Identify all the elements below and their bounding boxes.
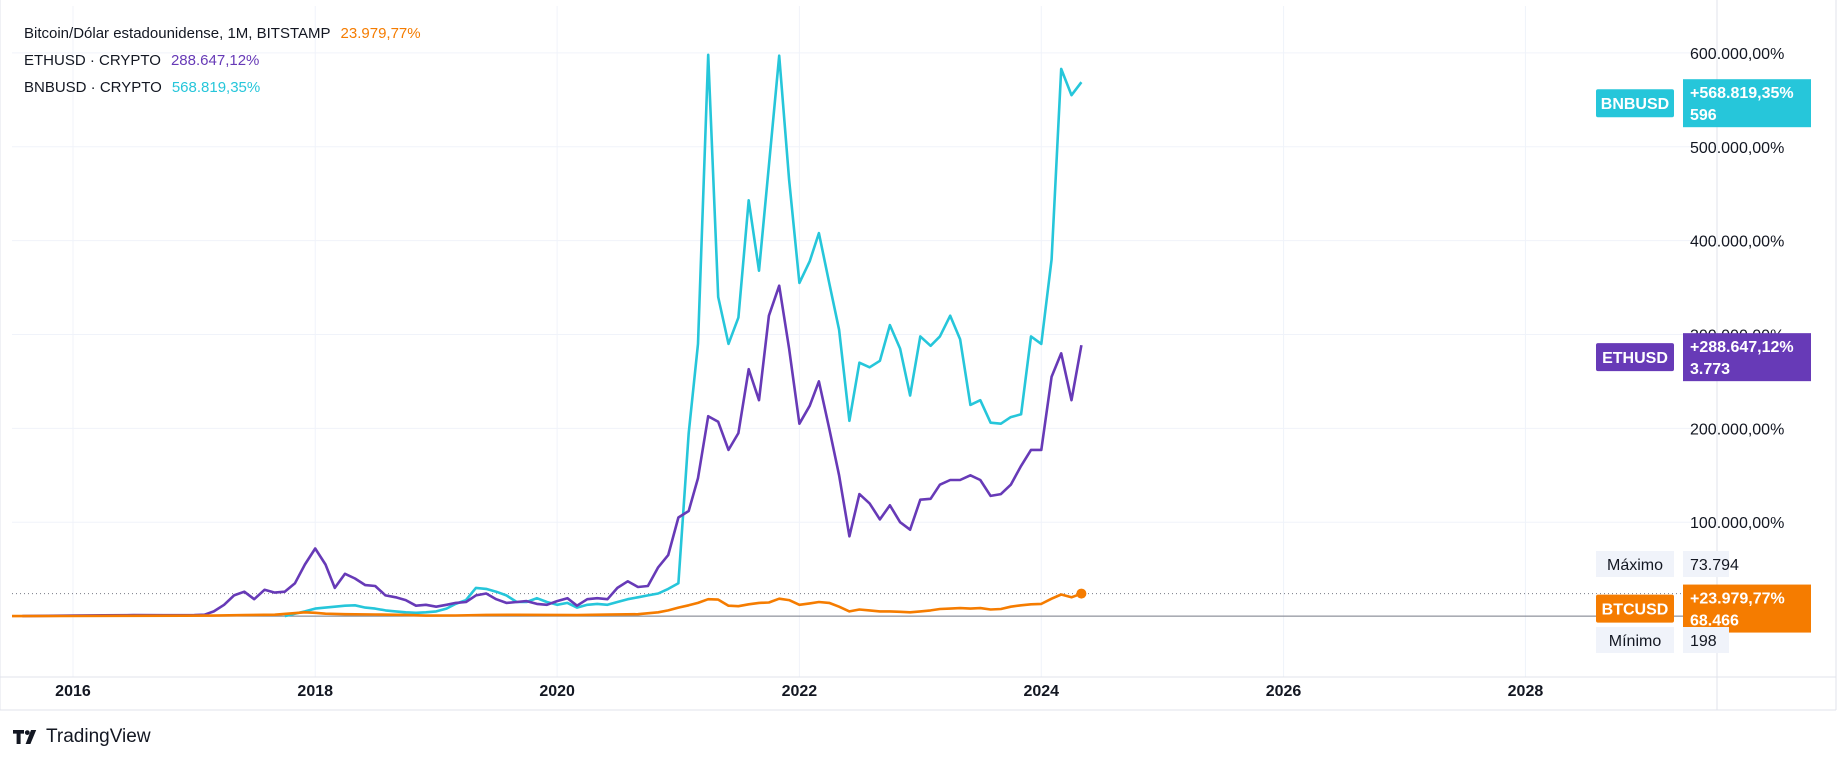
legend-value: 288.647,12% bbox=[170, 52, 260, 69]
series-line-eth bbox=[22, 284, 1083, 618]
min-box-label: Mínimo bbox=[1609, 633, 1662, 650]
price-tag-bnb[interactable]: BNBUSD +568.819,35% 596 bbox=[1596, 79, 1811, 128]
series-line-btc bbox=[11, 592, 1082, 618]
price-tag-symbol-box bbox=[1596, 89, 1674, 118]
price-tag-change: +23.979,77% bbox=[1690, 591, 1785, 608]
y-tick-label: 400.000,00% bbox=[1690, 234, 1784, 251]
legend-row-bnb[interactable]: BNBUSD · CRYPTO 568.819,35% bbox=[24, 74, 421, 101]
x-tick-label: 2024 bbox=[1023, 683, 1059, 700]
legend-name: ETHUSD · CRYPTO bbox=[24, 52, 161, 69]
min-box-value-box bbox=[1683, 627, 1729, 653]
x-tick-label: 2022 bbox=[782, 683, 818, 700]
legend-row-btc[interactable]: Bitcoin/Dólar estadounidense, 1M, BITSTA… bbox=[24, 20, 421, 47]
price-tag-eth[interactable]: ETHUSD +288.647,12% 3.773 bbox=[1596, 333, 1811, 382]
y-tick-label: 500.000,00% bbox=[1690, 140, 1784, 157]
legend-value: 23.979,77% bbox=[340, 25, 421, 42]
price-tag-change: +568.819,35% bbox=[1690, 85, 1794, 102]
price-tag-symbol: BNBUSD bbox=[1601, 96, 1669, 113]
tradingview-brand[interactable]: TradingView bbox=[12, 726, 151, 748]
price-tag-symbol-box bbox=[1596, 343, 1674, 372]
max-box-label: Máximo bbox=[1607, 557, 1663, 574]
x-tick-label: 2016 bbox=[55, 683, 91, 700]
last-value-dot bbox=[1076, 588, 1087, 599]
x-axis: 2016 2018 2020 2022 2024 2026 2028 bbox=[55, 683, 1543, 700]
x-tick-label: 2026 bbox=[1266, 683, 1302, 700]
max-box: Máximo 73.794 bbox=[1596, 551, 1739, 577]
max-box-value-box bbox=[1683, 551, 1729, 577]
price-tags: BNBUSD +568.819,35% 596 ETHUSD +288.647,12% 3… bbox=[1596, 79, 1811, 653]
price-tag-symbol-box bbox=[1596, 594, 1674, 623]
legend-row-eth[interactable]: ETHUSD · CRYPTO 288.647,12% bbox=[24, 47, 421, 74]
legend-value: 568.819,35% bbox=[171, 79, 261, 96]
x-tick-label: 2028 bbox=[1508, 683, 1544, 700]
tradingview-logo-icon bbox=[13, 730, 37, 744]
min-box-label-box bbox=[1596, 627, 1674, 653]
last-value-markers bbox=[1076, 588, 1087, 599]
price-tag-price: 596 bbox=[1690, 107, 1717, 124]
legend: Bitcoin/Dólar estadounidense, 1M, BITSTA… bbox=[24, 20, 421, 101]
price-tag-value-box bbox=[1683, 333, 1811, 382]
grid bbox=[12, 6, 1717, 677]
y-tick-label: 200.000,00% bbox=[1690, 421, 1784, 438]
price-tag-symbol: ETHUSD bbox=[1602, 350, 1668, 367]
price-tag-value-box bbox=[1683, 79, 1811, 128]
price-tag-symbol: BTCUSD bbox=[1602, 602, 1669, 619]
min-box-value: 198 bbox=[1690, 633, 1717, 650]
legend-name: Bitcoin/Dólar estadounidense, 1M, BITSTA… bbox=[24, 25, 331, 42]
price-tag-price: 68.466 bbox=[1690, 613, 1739, 630]
price-tag-price: 3.773 bbox=[1690, 361, 1730, 378]
x-tick-label: 2018 bbox=[297, 683, 333, 700]
y-tick-label: 600.000,00% bbox=[1690, 46, 1784, 63]
y-tick-label: 100.000,00% bbox=[1690, 515, 1784, 532]
price-tag-btc[interactable]: BTCUSD +23.979,77% 68.466 bbox=[1596, 584, 1811, 633]
price-tag-value-box bbox=[1683, 584, 1811, 633]
series-line-bnb bbox=[284, 53, 1083, 618]
max-box-value: 73.794 bbox=[1690, 557, 1739, 574]
series-lines bbox=[11, 53, 1083, 618]
min-box: Mínimo 198 bbox=[1596, 627, 1729, 653]
x-tick-label: 2020 bbox=[539, 683, 575, 700]
price-tag-change: +288.647,12% bbox=[1690, 339, 1794, 356]
legend-name: BNBUSD · CRYPTO bbox=[24, 79, 162, 96]
brand-name: TradingView bbox=[46, 726, 151, 747]
max-box-label-box bbox=[1596, 551, 1674, 577]
